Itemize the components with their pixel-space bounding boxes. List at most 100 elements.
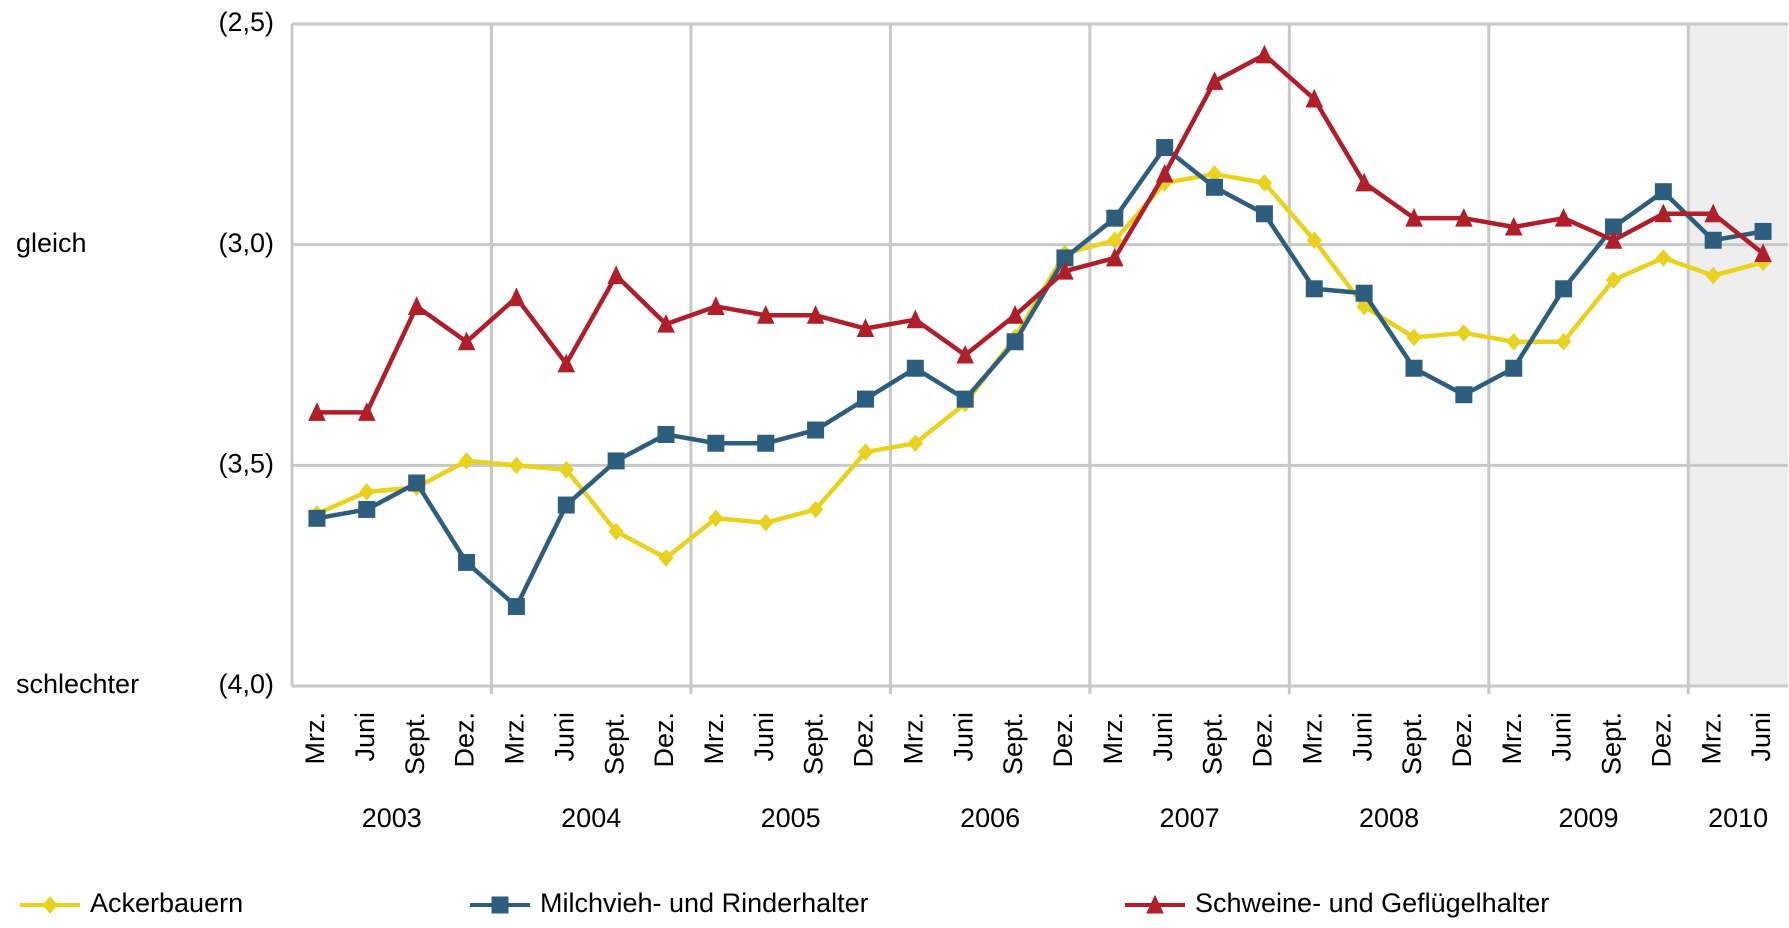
x-tick-label: Mrz. (1297, 712, 1327, 764)
data-point (806, 305, 825, 324)
data-point (1156, 139, 1174, 157)
data-point (657, 425, 675, 443)
x-tick-label: Mrz. (1696, 712, 1726, 764)
data-point (708, 509, 724, 528)
x-tick-label: Mrz. (898, 712, 928, 764)
data-point (906, 359, 924, 377)
data-point (507, 287, 526, 307)
year-label: 2003 (362, 803, 422, 833)
y-tick-label: (3,5) (218, 448, 274, 478)
data-point (1206, 178, 1224, 196)
data-point (1455, 208, 1473, 227)
data-point (1655, 249, 1671, 267)
data-point (707, 296, 725, 315)
data-point (758, 513, 774, 532)
data-point (308, 509, 326, 527)
data-point (1256, 174, 1273, 192)
data-point (857, 443, 874, 461)
data-point (906, 309, 925, 329)
y-annotation: schlechter (16, 669, 139, 699)
x-tick-label: Juni (1347, 712, 1377, 762)
data-point (1306, 231, 1322, 250)
data-point (607, 452, 625, 470)
data-point (1006, 333, 1024, 351)
data-point (657, 313, 675, 333)
year-label: 2007 (1160, 803, 1220, 833)
x-tick-label: Juni (1547, 712, 1577, 762)
data-point (1505, 359, 1523, 377)
x-tick-label: Dez. (1248, 712, 1278, 768)
year-label: 2010 (1708, 803, 1768, 833)
data-point (707, 434, 725, 452)
data-point (956, 390, 974, 408)
forecast-shade (1688, 24, 1788, 686)
data-point (507, 598, 525, 616)
x-tick-label: Mrz. (1098, 712, 1128, 764)
data-point (608, 522, 624, 541)
y-tick-label: (4,0) (218, 669, 274, 699)
data-point (1604, 230, 1623, 249)
legend-marker (42, 896, 58, 914)
data-point (1106, 247, 1124, 267)
x-tick-label: Juni (948, 712, 978, 762)
data-point (956, 344, 974, 364)
data-point (807, 500, 824, 519)
x-tick-label: Dez. (1447, 712, 1477, 768)
data-point (557, 496, 575, 514)
x-tick-label: Mrz. (500, 712, 530, 764)
data-point (1555, 333, 1572, 351)
data-point (1205, 71, 1224, 90)
data-point (1355, 172, 1373, 192)
x-tick-label: Juni (1746, 712, 1776, 762)
data-point (907, 434, 923, 453)
data-point (408, 474, 426, 492)
x-tick-label: Sept. (1397, 712, 1427, 775)
data-point (607, 265, 625, 285)
data-point (359, 483, 375, 501)
data-point (308, 402, 326, 421)
legend-label: Milchvieh- und Rinderhalter (540, 888, 869, 918)
data-point (458, 452, 475, 470)
data-point (1654, 183, 1672, 201)
data-point (1255, 44, 1274, 64)
data-point (508, 456, 525, 475)
data-point (1654, 203, 1673, 223)
series-line (316, 145, 1764, 609)
x-tick-label: Sept. (1597, 712, 1627, 775)
data-point (1006, 305, 1024, 324)
legend-marker (1146, 894, 1164, 914)
year-label: 2005 (761, 803, 821, 833)
data-point (807, 421, 825, 439)
y-tick-label: (3,0) (218, 228, 274, 258)
x-tick-label: Mrz. (699, 712, 729, 764)
data-point (1305, 88, 1324, 108)
data-point (1405, 359, 1423, 377)
data-point (1455, 386, 1473, 404)
data-point (1056, 260, 1074, 280)
x-tick-label: Sept. (998, 712, 1028, 775)
data-point (1754, 243, 1772, 262)
x-tick-label: Dez. (1048, 712, 1078, 768)
data-point (358, 402, 376, 421)
data-point (558, 460, 574, 479)
x-tick-label: Dez. (849, 712, 879, 768)
x-tick-label: Sept. (400, 712, 430, 775)
data-point (1506, 333, 1522, 351)
series-line (316, 171, 1764, 561)
data-point (1705, 266, 1721, 285)
data-point (1155, 163, 1174, 183)
data-point (557, 353, 576, 373)
legend-label: Schweine- und Geflügelhalter (1195, 888, 1549, 918)
data-point (1456, 324, 1472, 342)
y-annotation: gleich (16, 228, 87, 258)
x-tick-label: Sept. (1198, 712, 1228, 775)
data-point (856, 390, 874, 408)
data-point (1406, 328, 1422, 347)
x-tick-label: Dez. (450, 712, 480, 768)
x-tick-label: Mrz. (300, 712, 330, 764)
year-label: 2009 (1558, 803, 1618, 833)
data-point (407, 296, 426, 315)
x-tick-label: Juni (749, 712, 779, 762)
data-point (658, 549, 674, 567)
